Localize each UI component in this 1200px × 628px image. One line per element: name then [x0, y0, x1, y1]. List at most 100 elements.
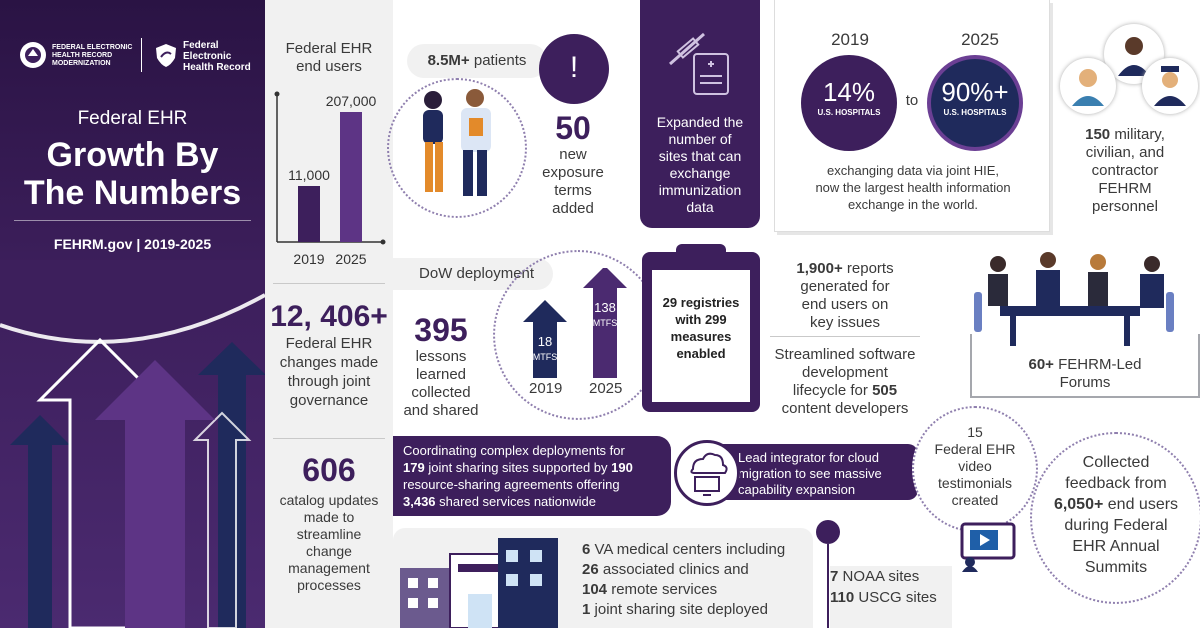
growth-arrows-illustration [0, 260, 265, 628]
forums-number: 60+ [1028, 356, 1054, 373]
sharing-text-line: Coordinating complex deployments for [403, 443, 625, 458]
registries-text-line: enabled [676, 346, 726, 361]
hero-site-line: FEHRM.gov | 2019-2025 [0, 236, 265, 252]
sharing-services-number: 3,436 [403, 494, 436, 509]
changes-text-line: changes made [279, 354, 379, 371]
hospitals-text-line: now the largest health information [815, 180, 1011, 195]
lessons-number: 395 [414, 312, 468, 348]
uscg-number: 110 [830, 589, 855, 606]
hospitals-unit-2019: U.S. HOSPITALS [817, 108, 881, 117]
immunization-text-line: data [686, 199, 714, 215]
exposure-block: 50 new exposure terms added [523, 110, 623, 218]
feedback-text-line: Collected [1082, 454, 1150, 471]
changes-block: 12, 406+ Federal EHR changes made throug… [265, 300, 393, 410]
noaa-pin-dot-icon [816, 520, 840, 544]
hero-panel: FEDERAL ELECTRONIC HEALTH RECORD MODERNI… [0, 0, 265, 628]
personnel-section: 150 military, civilian, and contractor F… [1050, 0, 1200, 232]
hospitals-unit-2025: U.S. HOSPITALS [943, 108, 1007, 117]
feedback-circle [1030, 432, 1200, 604]
dow-unit: MTFS [533, 352, 558, 362]
software-number: 505 [872, 382, 898, 399]
registries-clipboard: 29 registries with 299 measures enabled [642, 244, 760, 412]
end-users-bar-2019 [298, 186, 320, 242]
hero-site: FEHRM.gov [53, 236, 133, 252]
va-number: 1 [582, 601, 591, 618]
logo-row: FEDERAL ELECTRONIC HEALTH RECORD MODERNI… [18, 38, 258, 76]
va-text: 6 VA medical centers including 26 associ… [582, 540, 812, 620]
exposure-text-line: terms [554, 182, 592, 199]
end-users-title: Federal EHR end users [265, 40, 393, 76]
noaa-pin [816, 520, 840, 628]
forums-section: 60+ FEHRM-Led Forums [970, 238, 1200, 398]
fehrm-logo-line1: FEDERAL ELECTRONIC [52, 44, 133, 51]
col2-separator-2 [273, 438, 385, 439]
exposure-text-line: exposure [542, 164, 604, 181]
hero-divider: | [136, 236, 141, 252]
hospitals-text: exchanging data via joint HIE, now the l… [775, 162, 1051, 213]
immunization-card: Expanded the number of sites that can ex… [640, 0, 760, 228]
video-text-line: created [951, 492, 999, 508]
personnel-text-line: personnel [1092, 198, 1158, 215]
catalog-number: 606 [302, 452, 356, 488]
changes-text: Federal EHR changes made through joint g… [265, 334, 393, 410]
immunization-text-line: Expanded the [656, 114, 744, 130]
hero-title-line1: Growth By [46, 136, 219, 174]
cloud-icon-circle [674, 440, 740, 506]
hospitals-year-2025: 2025 [961, 30, 999, 49]
exposure-number: 50 [555, 110, 591, 146]
catalog-text-line: processes [297, 577, 361, 593]
hero-rule [14, 220, 251, 221]
va-text-line: associated clinics and [602, 561, 749, 578]
video-testimonial-icon [960, 522, 1016, 572]
hospitals-2019-circle: 14% U.S. HOSPITALS [801, 55, 897, 151]
catalog-text-line: change [306, 543, 352, 559]
forums-label: FEHRM-Led [1058, 356, 1142, 373]
lessons-block: 395 lessons learned collected and shared [401, 312, 481, 420]
personnel-text-line: FEHRM [1098, 180, 1152, 197]
registries-text-line: registries [680, 295, 740, 310]
hospitals-2025-circle: 90%+ U.S. HOSPITALS [927, 55, 1023, 151]
reports-text-line: key issues [809, 314, 881, 331]
feedback-number: 6,050+ [1053, 496, 1104, 513]
noaa-pin-line [827, 544, 829, 628]
person-suit-icon [1118, 37, 1150, 76]
personnel-text-line: military, [1114, 126, 1165, 143]
uscg-text: USCG sites [858, 589, 937, 606]
feedback-text-line: end users [1107, 496, 1179, 513]
sharing-text-line: joint sharing sites supported by [428, 460, 608, 475]
forums-text: 60+ FEHRM-Led Forums [970, 356, 1200, 392]
logo-divider [141, 38, 142, 72]
hero-years: 2019-2025 [144, 236, 212, 252]
registries-number: 29 [662, 295, 678, 310]
personnel-number: 150 [1085, 126, 1111, 143]
catalog-text-line: management [288, 560, 370, 576]
patients-circle [387, 78, 527, 218]
exposure-text-line: added [552, 200, 594, 217]
person-avatar [1060, 58, 1116, 114]
noaa-number: 7 [830, 568, 839, 585]
video-text-line: Federal EHR [934, 441, 1016, 457]
lessons-text-line: learned [415, 366, 467, 383]
hospitals-pct-2019: 14% [822, 77, 876, 107]
end-users-category-label: 2025 [335, 251, 366, 267]
end-users-value-label: 207,000 [326, 93, 377, 109]
cloud-text-line: Lead integrator for cloud [738, 450, 879, 465]
va-number: 6 [582, 541, 591, 558]
reports-number: 1,900+ [796, 260, 843, 277]
changes-text-line: through joint [287, 373, 371, 390]
va-text-line: remote services [611, 581, 718, 598]
video-text-line: testimonials [938, 475, 1012, 491]
cloud-text-line: migration to see massive [738, 466, 882, 481]
va-text-line: VA medical centers including [594, 541, 786, 558]
feedback-text-line: during Federal [1064, 517, 1168, 534]
hospitals-pct-2025: 90%+ [941, 77, 1009, 107]
hospitals-to: to [905, 92, 919, 109]
axis-end-dot [380, 239, 386, 245]
lessons-text-line: collected [411, 384, 471, 401]
personnel-text: 150 military, civilian, and contractor F… [1050, 126, 1200, 216]
changes-text-line: Federal EHR [285, 335, 373, 352]
immunization-text-line: immunization [658, 182, 742, 198]
patients-number: 8.5M+ [427, 52, 470, 69]
sharing-sites-number: 179 [403, 460, 425, 475]
end-users-value-label: 11,000 [288, 167, 330, 183]
